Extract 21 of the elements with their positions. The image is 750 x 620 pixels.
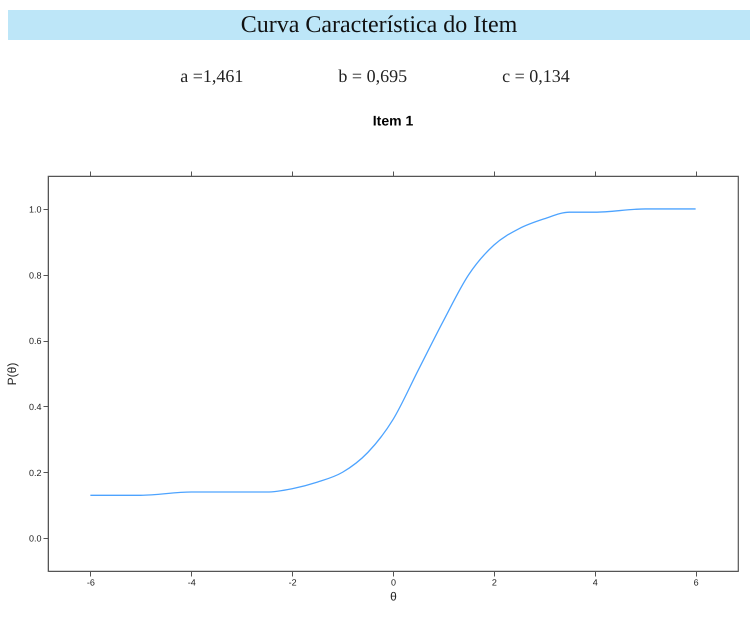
text: c = 0,134 <box>502 66 570 87</box>
chart-title: Curva Característica do Item <box>8 10 750 40</box>
x-tick-label: 0 <box>390 578 396 588</box>
y-tick-label: 0.4 <box>28 402 42 412</box>
line-series <box>90 208 696 496</box>
y-axis-title: P(θ) <box>4 362 19 386</box>
x-tick-label: 6 <box>694 578 699 588</box>
x-tick-label: -4 <box>188 578 196 588</box>
chart-subtitle: Item 1 <box>372 112 414 128</box>
x-tick-label: -2 <box>288 578 297 588</box>
text: a =1,461 <box>180 66 244 87</box>
x-tick-label: -6 <box>86 578 95 588</box>
y-tick-label: 0.6 <box>28 336 42 346</box>
y-tick-label: 0.2 <box>28 468 42 478</box>
y-tick-label: 1.0 <box>28 204 42 214</box>
text: b = 0,695 <box>338 66 408 87</box>
x-tick-label: 4 <box>592 578 598 588</box>
y-tick-label: 0.8 <box>28 270 42 280</box>
x-axis-title: θ <box>390 590 398 604</box>
x-tick-label: 2 <box>492 578 497 588</box>
y-tick-label: 0.0 <box>28 534 42 544</box>
